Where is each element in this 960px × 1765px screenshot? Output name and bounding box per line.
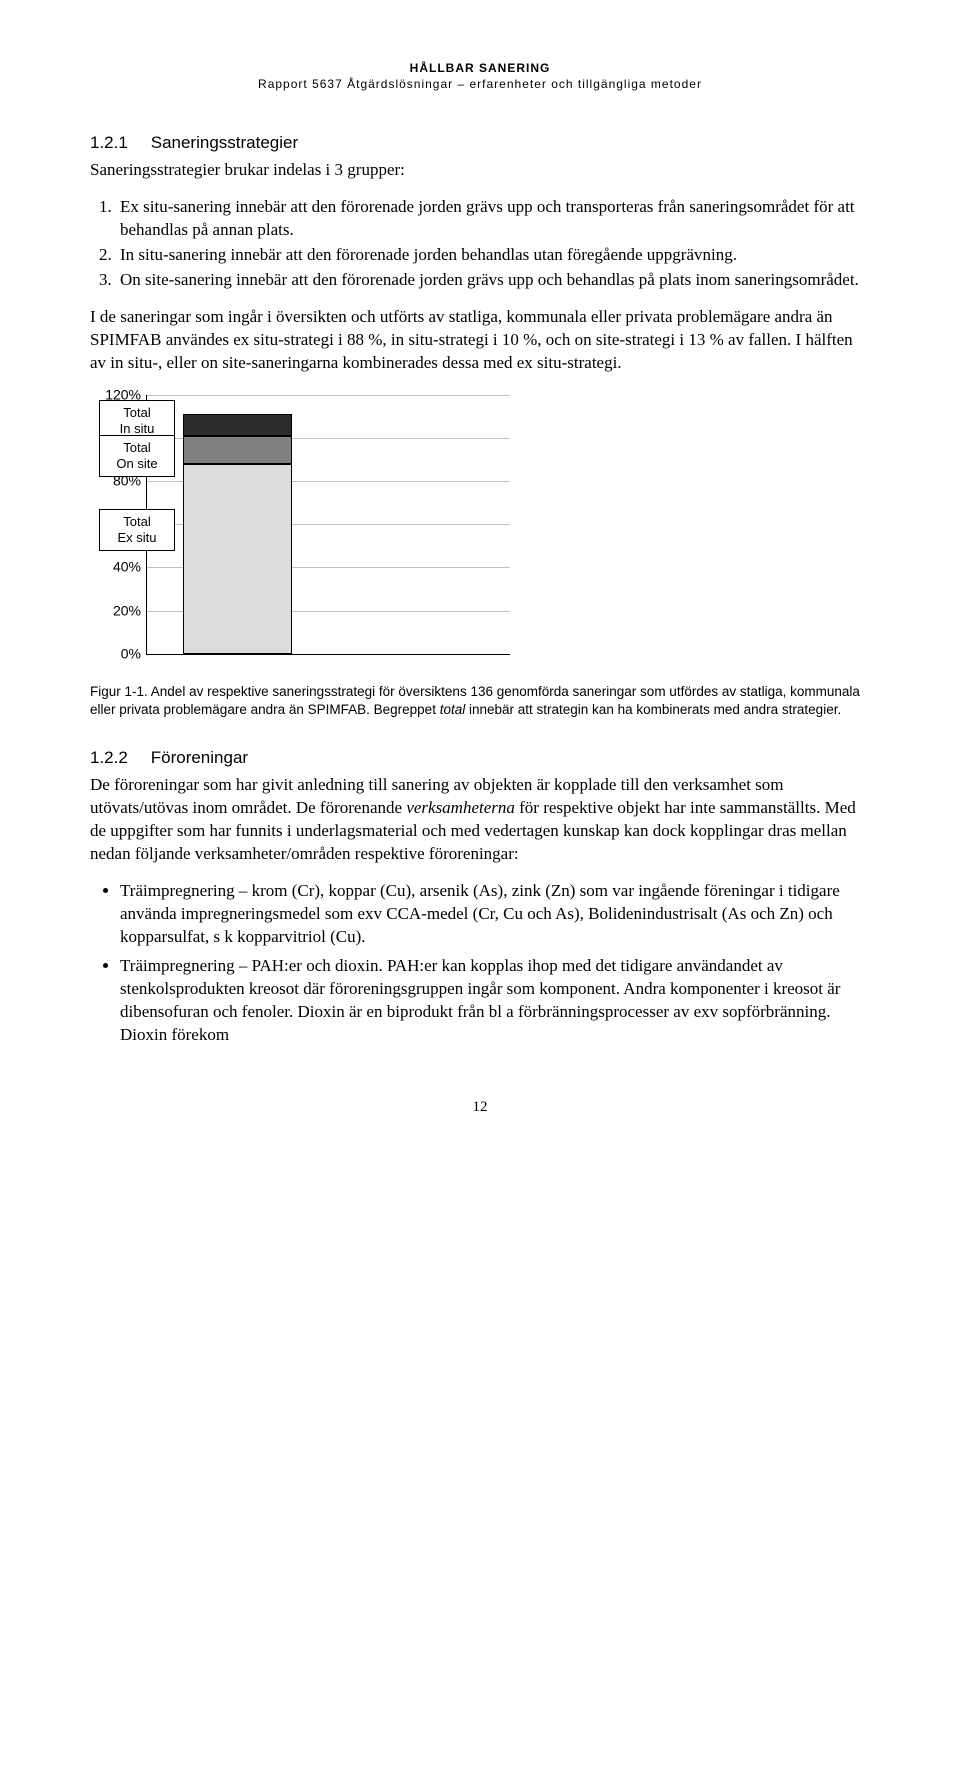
chart-legend-box: TotalEx situ <box>99 509 175 552</box>
strategy-list: Ex situ-sanering innebär att den föroren… <box>116 196 870 292</box>
section1-para2: I de saneringar som ingår i översikten o… <box>90 306 870 375</box>
section-title: Saneringsstrategier <box>151 133 298 152</box>
chart-bar-segment <box>183 436 292 464</box>
section-number: 1.2.2 <box>90 747 146 770</box>
figure-caption-text-b: innebär att strategin kan ha kombinerats… <box>465 702 841 717</box>
chart-legend-label: Ex situ <box>108 530 166 546</box>
list-item: Ex situ-sanering innebär att den föroren… <box>116 196 870 242</box>
chart-legend-label: Total <box>108 514 166 530</box>
chart-legend-label: Total <box>108 405 166 421</box>
section-title: Föroreningar <box>151 748 248 767</box>
chart-ytick-label: 0% <box>91 644 141 663</box>
header-line-2: Rapport 5637 Åtgärdslösningar – erfarenh… <box>90 76 870 92</box>
chart-ytick-label: 40% <box>91 558 141 577</box>
chart-gridline <box>147 395 510 396</box>
section-number: 1.2.1 <box>90 132 146 155</box>
section-heading-1-2-1: 1.2.1 Saneringsstrategier <box>90 132 870 155</box>
section1-intro: Saneringsstrategier brukar indelas i 3 g… <box>90 159 870 182</box>
page-header: HÅLLBAR SANERING Rapport 5637 Åtgärdslös… <box>90 60 870 92</box>
list-item: Träimpregnering – krom (Cr), koppar (Cu)… <box>120 880 870 949</box>
list-item: On site-sanering innebär att den föroren… <box>116 269 870 292</box>
pollutant-bullets: Träimpregnering – krom (Cr), koppar (Cu)… <box>120 880 870 1047</box>
chart-bar-segment <box>183 414 292 436</box>
list-item: In situ-sanering innebär att den föroren… <box>116 244 870 267</box>
chart-plot-area: 0%20%40%60%80%100%120%TotalIn situTotalO… <box>146 395 510 655</box>
chart-bar-segment <box>183 464 292 654</box>
figure-caption-lead: Figur 1-1. <box>90 684 148 699</box>
page-number: 12 <box>90 1097 870 1117</box>
strategy-chart: 0%20%40%60%80%100%120%TotalIn situTotalO… <box>90 395 510 675</box>
chart-ytick-label: 20% <box>91 601 141 620</box>
chart-legend-label: Total <box>108 440 166 456</box>
figure-caption-italic: total <box>440 702 466 717</box>
figure-caption: Figur 1-1. Andel av respektive sanerings… <box>90 683 870 719</box>
section2-para-italic: verksamheterna <box>406 798 515 817</box>
section2-para: De föroreningar som har givit anledning … <box>90 774 870 866</box>
chart-legend-box: TotalOn site <box>99 435 175 478</box>
chart-legend-label: On site <box>108 456 166 472</box>
section-heading-1-2-2: 1.2.2 Föroreningar <box>90 747 870 770</box>
list-item: Träimpregnering – PAH:er och dioxin. PAH… <box>120 955 870 1047</box>
header-line-1: HÅLLBAR SANERING <box>90 60 870 76</box>
